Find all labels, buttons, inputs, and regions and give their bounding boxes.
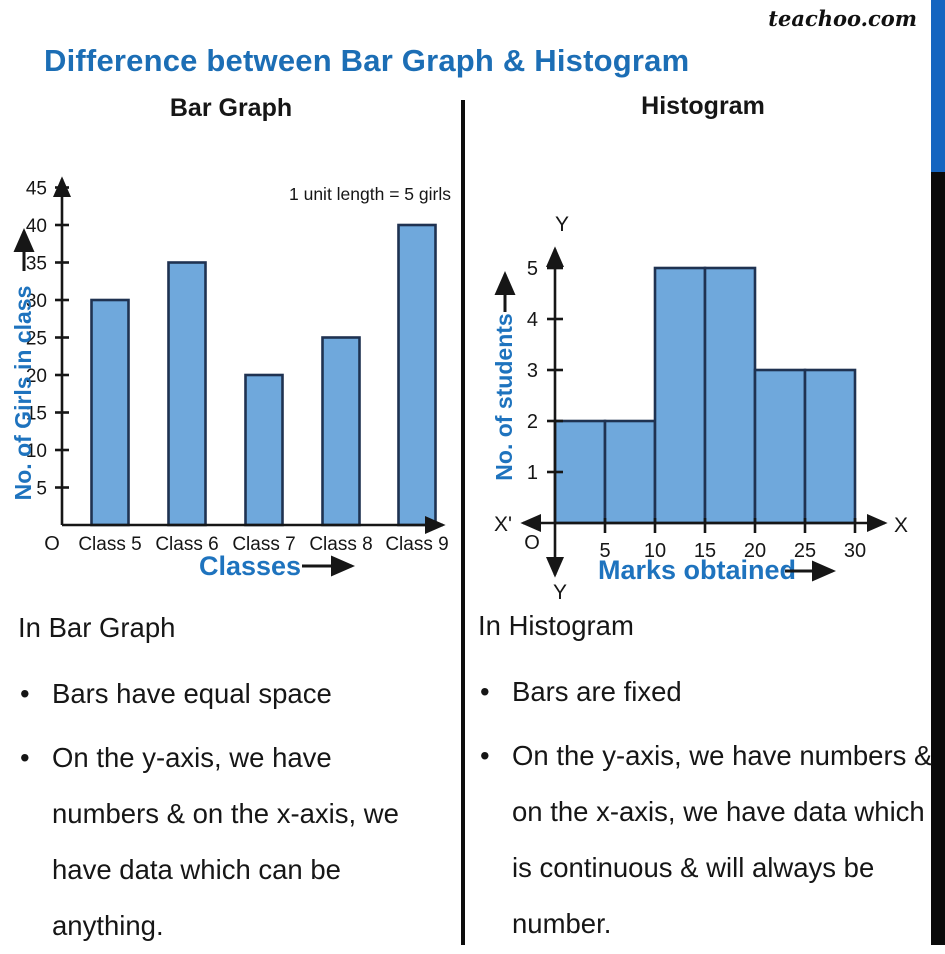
y-tick-label: 45	[26, 179, 47, 200]
y-tick-label: 15	[26, 404, 47, 425]
bar-class-6	[167, 261, 207, 527]
y-bottom-label: Y	[553, 581, 567, 604]
hist-bin-5-10	[603, 419, 657, 525]
origin-label: O	[524, 532, 540, 554]
unit-annotation: 1 unit length = 5 girls	[289, 184, 451, 204]
y-tick-label: 20	[26, 366, 47, 387]
bar-graph-bullet: On the y-axis, we have numbers & on the …	[18, 730, 442, 954]
histogram-bullet-list: Bars are fixed On the y-axis, we have nu…	[478, 664, 933, 952]
hist-bin-0-5	[553, 419, 607, 525]
x-tick-label: 25	[794, 540, 816, 562]
y-tick-label: 30	[26, 291, 47, 312]
y-tick-label: 2	[527, 411, 538, 433]
x-category-label: Class 8	[309, 534, 372, 555]
histogram-bullet: On the y-axis, we have numbers & on the …	[478, 728, 933, 952]
bar-graph-bullet: Bars have equal space	[18, 666, 442, 722]
y-axis-title: No. of Girls in class	[10, 286, 36, 501]
x-tick-label: 10	[644, 540, 666, 562]
bar-class-8	[321, 336, 361, 527]
histogram-bullet: Bars are fixed	[478, 664, 933, 720]
bar-graph-bullet-list: Bars have equal space On the y-axis, we …	[18, 666, 442, 954]
hist-bin-20-25	[753, 368, 807, 525]
y-tick-label: 4	[527, 309, 538, 331]
y-tick-label: 5	[36, 479, 47, 500]
x-axis-title: Classes	[199, 551, 301, 581]
bar-class-7	[244, 373, 284, 527]
x-category-label: Class 6	[155, 534, 218, 555]
hist-bin-15-20	[703, 266, 757, 525]
origin-label: O	[44, 533, 60, 555]
y-tick-label: 40	[26, 216, 47, 237]
x-tick-label: 30	[844, 540, 866, 562]
x-category-label: Class 7	[232, 534, 295, 555]
y-tick-label: 1	[527, 462, 538, 484]
x-tick-label: 5	[599, 540, 610, 562]
edge-stripe-black	[931, 172, 945, 945]
page-title: Difference between Bar Graph & Histogram	[44, 42, 690, 78]
bar-graph-chart: Class 5 Class 6 Class 7 Class 8 Class 9 5 10 15…	[10, 176, 451, 581]
y-tick-label: 3	[527, 360, 538, 382]
bar-graph-heading: Bar Graph	[169, 94, 293, 122]
bar-graph-notes: In Bar Graph Bars have equal space On th…	[18, 600, 442, 954]
teachoo-watermark: teachoo.com	[768, 6, 917, 31]
bar-graph-notes-title: In Bar Graph	[18, 612, 176, 643]
hist-bin-10-15	[653, 266, 707, 525]
hist-bin-25-30	[803, 368, 857, 525]
histogram-notes-title: In Histogram	[478, 610, 634, 641]
bar-class-9	[397, 223, 437, 527]
x-category-label: Class 5	[78, 534, 141, 555]
histogram-chart: 1 2 3 4 5 5 10 15 20 25 30 O Y Y X' X Marks obtained No. …	[491, 213, 908, 604]
x-category-label: Class 9	[385, 534, 448, 555]
y-axis-title: No. of students	[491, 313, 517, 480]
edge-stripe-blue	[931, 0, 945, 172]
y-tick-label: 35	[26, 254, 47, 275]
x-right-label: X	[894, 514, 908, 537]
y-tick-label: 5	[527, 258, 538, 280]
edge-stripe	[931, 0, 945, 945]
bar-class-5	[90, 298, 130, 527]
x-axis-title: Marks obtained	[598, 555, 796, 585]
y-tick-label: 10	[26, 441, 47, 462]
histogram-heading: Histogram	[641, 92, 765, 120]
x-tick-label: 20	[744, 540, 766, 562]
x-tick-label: 15	[694, 540, 716, 562]
histogram-notes: In Histogram Bars are fixed On the y-axi…	[478, 598, 933, 952]
column-divider	[461, 100, 465, 945]
y-tick-label: 25	[26, 329, 47, 350]
x-left-label: X'	[494, 513, 512, 536]
y-top-label: Y	[555, 213, 569, 236]
